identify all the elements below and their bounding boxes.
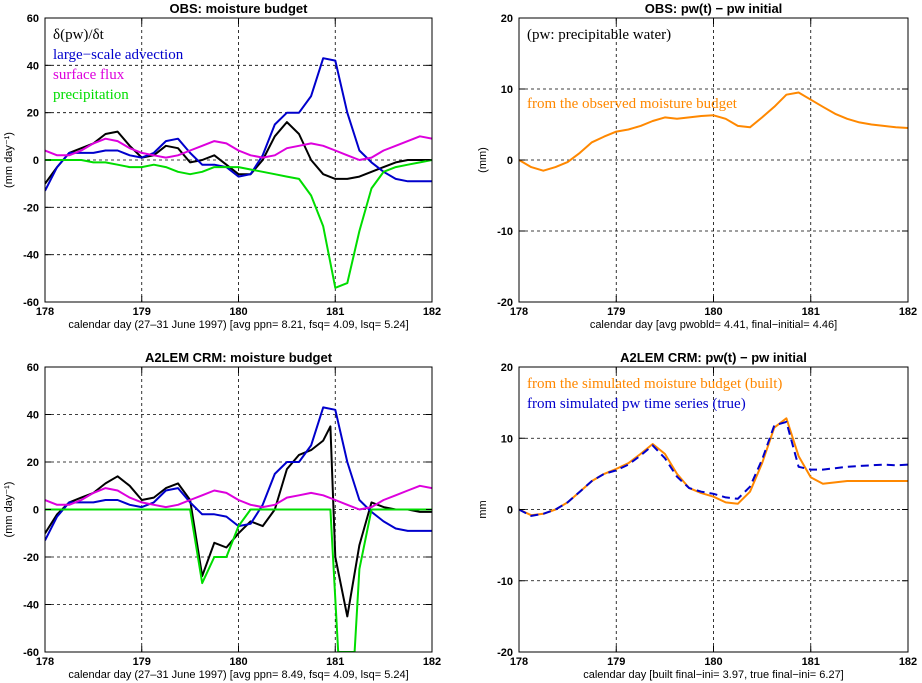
series-line-0 (45, 425, 432, 618)
x-tick-label: 182 (899, 306, 917, 318)
y-tick-label: -20 (497, 647, 513, 659)
y-tick-label: 0 (33, 155, 39, 167)
y-tick-label: 20 (501, 362, 513, 374)
y-axis-label: mm (477, 500, 489, 518)
y-axis-label: (mm day⁻¹) (3, 132, 15, 188)
x-tick-label: 182 (899, 656, 917, 668)
x-tick-label: 179 (133, 306, 151, 318)
panel-0: 178 179 180 181 182 -60 -40 -20 0 20 40 60 OBS: mois… (3, 1, 441, 331)
x-tick-label: 182 (423, 656, 441, 668)
x-tick-label: 179 (607, 656, 625, 668)
y-axis-label: (mm) (477, 147, 489, 173)
x-tick-label: 178 (36, 306, 54, 318)
legend-entry: surface flux (53, 67, 125, 83)
series-line-3 (45, 508, 432, 652)
y-tick-label: -10 (497, 576, 513, 588)
y-axis-label: (mm day⁻¹) (3, 482, 15, 538)
x-axis-label: calendar day (27–31 June 1997) [avg ppn=… (68, 319, 408, 331)
x-tick-label: 179 (133, 656, 151, 668)
x-tick-label: 180 (229, 306, 247, 318)
chart-title: OBS: pw(t) − pw initial (645, 1, 783, 16)
legend-entry: from the simulated moisture budget (buil… (527, 376, 782, 392)
series-line-0 (45, 121, 432, 185)
x-tick-label: 179 (607, 306, 625, 318)
x-tick-label: 182 (423, 306, 441, 318)
y-tick-label: -60 (23, 647, 39, 659)
y-tick-label: -20 (23, 202, 39, 214)
series-line-2 (45, 135, 432, 161)
x-tick-label: 178 (510, 656, 528, 668)
x-tick-label: 181 (326, 656, 344, 668)
x-axis-label: calendar day (27–31 June 1997) [avg ppn=… (68, 669, 408, 681)
x-tick-label: 180 (704, 656, 722, 668)
annotation-text: (pw: precipitable water) (527, 27, 671, 43)
x-tick-label: 181 (802, 656, 820, 668)
y-tick-label: 20 (501, 13, 513, 25)
y-tick-label: 40 (27, 410, 39, 422)
x-tick-label: 180 (229, 656, 247, 668)
y-tick-label: 20 (27, 108, 39, 120)
legend-entry: precipitation (53, 87, 129, 103)
series-line-1 (519, 420, 908, 517)
y-tick-label: 20 (27, 457, 39, 469)
series-line-0 (519, 91, 908, 172)
y-tick-label: -20 (497, 297, 513, 309)
x-tick-label: 181 (326, 306, 344, 318)
x-tick-label: 178 (36, 656, 54, 668)
x-axis-label: calendar day [avg pwobld= 4.41, final−in… (590, 319, 837, 331)
y-tick-label: 60 (27, 13, 39, 25)
x-tick-label: 178 (510, 306, 528, 318)
x-tick-label: 181 (802, 306, 820, 318)
y-tick-label: 10 (501, 433, 513, 445)
chart-title: A2LEM CRM: moisture budget (145, 350, 333, 365)
panel-3: 178 179 180 181 182 -20 -10 0 10 20 A2LEM CRM: pw(… (477, 350, 917, 681)
y-tick-label: -10 (497, 226, 513, 238)
chart-title: A2LEM CRM: pw(t) − pw initial (620, 350, 807, 365)
chart-title: OBS: moisture budget (170, 1, 309, 16)
series-line-0 (519, 417, 908, 517)
legend-entry: from simulated pw time series (true) (527, 396, 746, 412)
series-line-2 (45, 484, 432, 511)
y-tick-label: 0 (33, 505, 39, 517)
y-tick-label: -40 (23, 250, 39, 262)
y-tick-label: 0 (507, 505, 513, 517)
y-tick-label: 10 (501, 84, 513, 96)
legend-entry: large−scale advection (53, 47, 184, 63)
legend-entry: δ(pw)/δt (53, 27, 105, 43)
series-line-3 (45, 159, 432, 289)
x-axis-label: calendar day [built final−ini= 3.97, tru… (583, 669, 844, 681)
y-tick-label: 0 (507, 155, 513, 167)
y-tick-label: -20 (23, 552, 39, 564)
y-tick-label: -60 (23, 297, 39, 309)
y-tick-label: 40 (27, 60, 39, 72)
panel-1: 178 179 180 181 182 -20 -10 0 10 20 OBS: pw(t) − p… (477, 1, 917, 331)
panel-2: 178 179 180 181 182 -60 -40 -20 0 20 40 60 A2LEM CRM… (3, 350, 441, 681)
y-tick-label: -40 (23, 600, 39, 612)
y-tick-label: 60 (27, 362, 39, 374)
legend-entry: from the observed moisture budget (527, 96, 738, 112)
x-tick-label: 180 (704, 306, 722, 318)
